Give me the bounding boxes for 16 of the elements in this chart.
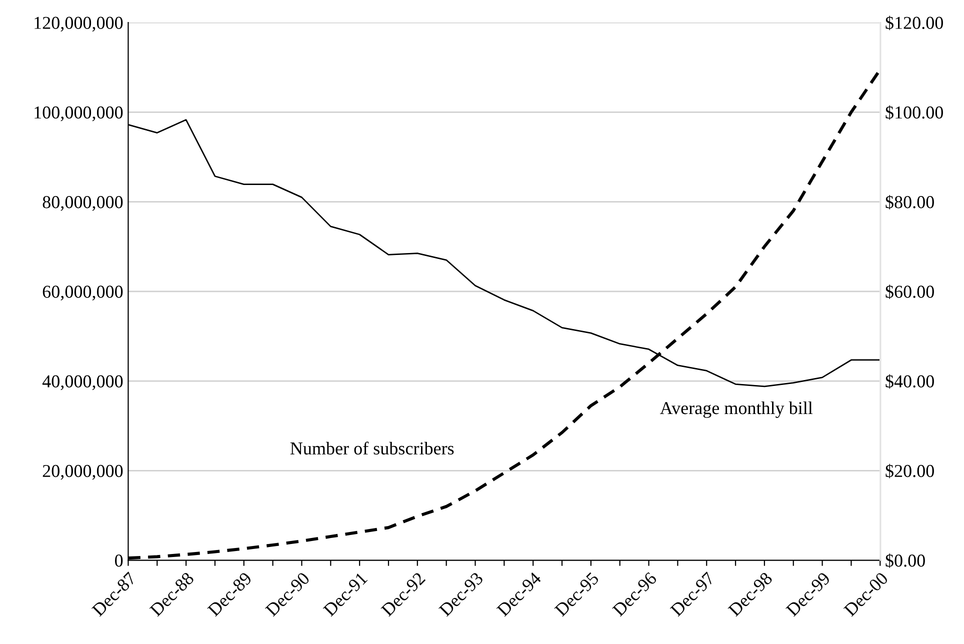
y2-tick-label: $40.00 — [886, 374, 934, 389]
y-tick-label: 20,000,000 — [42, 464, 123, 480]
y-tick-label: 0 — [115, 554, 123, 567]
annotation: Number of subscribers — [290, 442, 454, 455]
annotation: Average monthly bill — [660, 402, 813, 418]
y-tick-label: 120,000,000 — [34, 16, 123, 32]
y2-tick-label: $20.00 — [886, 464, 934, 478]
y2-tick-label: $0.00 — [886, 553, 925, 568]
y2-tick-label: $60.00 — [886, 284, 934, 300]
y2-tick-label: $120.00 — [886, 16, 943, 30]
y-tick-label: 80,000,000 — [42, 196, 123, 211]
y-tick-label: 60,000,000 — [42, 286, 123, 300]
y2-tick-label: $100.00 — [886, 105, 943, 120]
y-tick-label: 40,000,000 — [42, 375, 123, 390]
y2-tick-label: $80.00 — [886, 194, 934, 210]
y-tick-label: 100,000,000 — [34, 106, 123, 122]
